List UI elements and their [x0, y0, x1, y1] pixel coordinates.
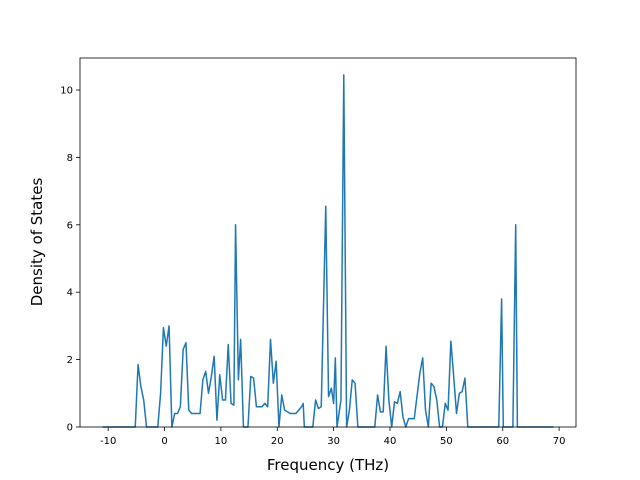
- x-tick-label: 10: [215, 436, 228, 447]
- y-tick-label: 10: [60, 86, 73, 97]
- plot-frame: [79, 57, 577, 428]
- x-tick-label: 20: [271, 436, 284, 447]
- x-tick-label: 40: [384, 436, 397, 447]
- y-tick-label: 0: [67, 423, 73, 434]
- y-tick-label: 4: [67, 288, 73, 299]
- x-tick-label: 30: [327, 436, 340, 447]
- x-tick-label: 70: [553, 436, 566, 447]
- y-tick-label: 2: [67, 355, 73, 366]
- y-tick-label: 6: [67, 220, 73, 231]
- y-axis-label: Density of States: [28, 178, 46, 307]
- x-axis-label: Frequency (THz): [267, 456, 389, 474]
- x-tick-label: 60: [496, 436, 509, 447]
- x-tick-label: -10: [100, 436, 116, 447]
- x-tick-label: 50: [440, 436, 453, 447]
- x-tick-label: 0: [161, 436, 167, 447]
- y-tick-label: 8: [67, 153, 73, 164]
